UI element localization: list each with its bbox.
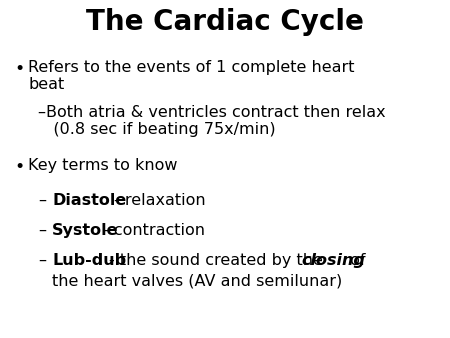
Text: •: • xyxy=(14,158,24,176)
Text: the heart valves (AV and semilunar): the heart valves (AV and semilunar) xyxy=(52,273,342,288)
Text: - the sound created by the: - the sound created by the xyxy=(109,253,328,268)
Text: Refers to the events of 1 complete heart
beat: Refers to the events of 1 complete heart… xyxy=(28,60,355,92)
Text: of: of xyxy=(345,253,365,268)
Text: •: • xyxy=(14,60,24,78)
Text: –Both atria & ventricles contract then relax
   (0.8 sec if beating 75x/min): –Both atria & ventricles contract then r… xyxy=(38,105,386,138)
Text: Lub-dub: Lub-dub xyxy=(52,253,126,268)
Text: –: – xyxy=(38,193,46,208)
Text: - relaxation: - relaxation xyxy=(114,193,206,208)
Text: Diastole: Diastole xyxy=(52,193,126,208)
Text: –: – xyxy=(38,253,46,268)
Text: The Cardiac Cycle: The Cardiac Cycle xyxy=(86,8,364,36)
Text: closing: closing xyxy=(301,253,365,268)
Text: –: – xyxy=(38,223,46,238)
Text: - contraction: - contraction xyxy=(103,223,205,238)
Text: Key terms to know: Key terms to know xyxy=(28,158,177,173)
Text: Systole: Systole xyxy=(52,223,118,238)
